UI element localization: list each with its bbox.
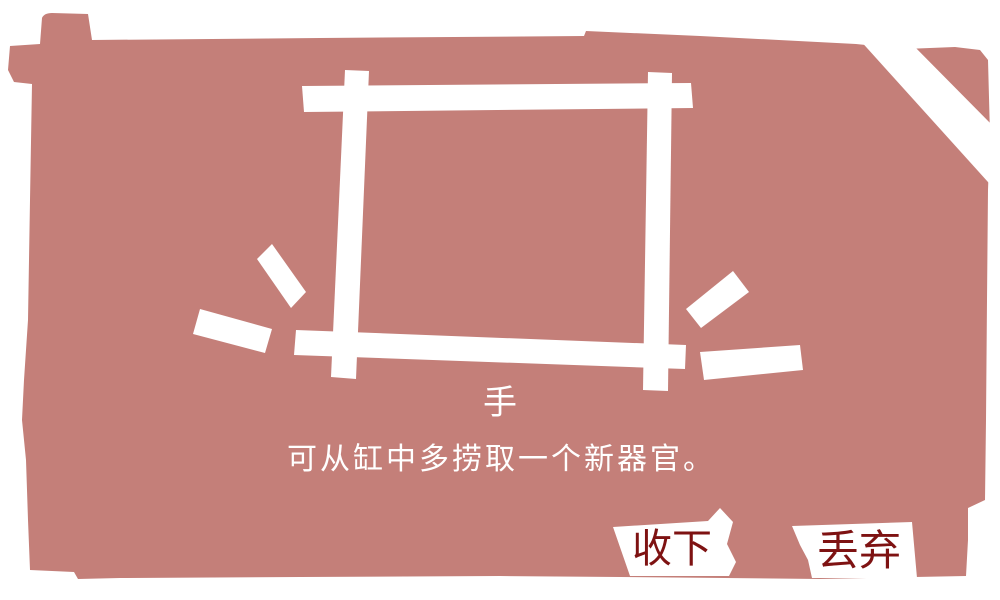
sparkle-icon bbox=[700, 345, 803, 380]
discard-button[interactable]: 丢弃 bbox=[792, 522, 917, 578]
sparkle-icon bbox=[257, 244, 306, 308]
sparkle-group bbox=[193, 244, 803, 380]
item-frame-icon bbox=[294, 70, 693, 391]
accept-button-label: 收下 bbox=[632, 526, 712, 572]
frame-right-bar bbox=[643, 72, 672, 391]
sparkle-icon bbox=[686, 271, 749, 328]
discard-button-label: 丢弃 bbox=[816, 526, 901, 575]
item-description: 可从缸中多捞取一个新器官。 bbox=[287, 442, 716, 477]
frame-top-bar bbox=[302, 83, 693, 112]
panel-tear-stripe bbox=[858, 38, 997, 192]
frame-left-bar bbox=[331, 70, 369, 379]
sparkle-icon bbox=[193, 309, 272, 353]
frame-bottom-bar bbox=[294, 330, 686, 369]
item-name: 手 bbox=[483, 383, 517, 423]
reward-panel bbox=[8, 13, 990, 579]
